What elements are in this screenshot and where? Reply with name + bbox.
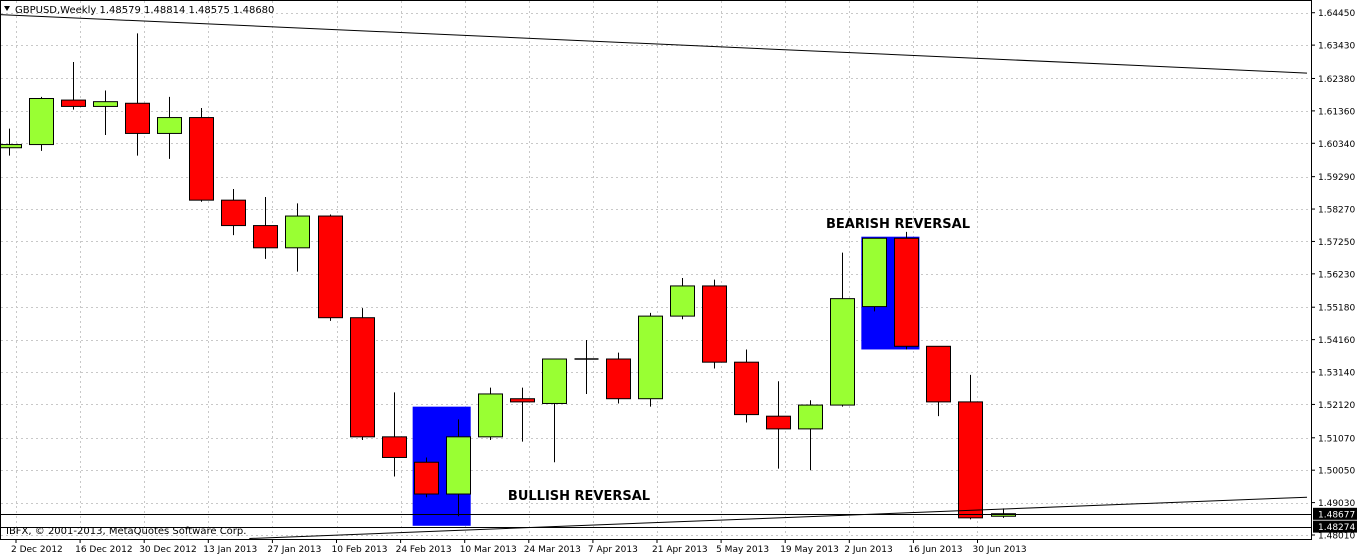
x-axis-tick-label: 2 Dec 2012 bbox=[11, 545, 63, 555]
y-axis-tick-label: 1.64450 bbox=[1318, 9, 1355, 19]
bearish-reversal-label: BEARISH REVERSAL bbox=[826, 217, 970, 232]
x-axis-tick-label: 13 Jan 2013 bbox=[203, 545, 257, 555]
y-axis-tick-label: 1.56230 bbox=[1318, 270, 1355, 280]
y-axis-tick-label: 1.50050 bbox=[1318, 467, 1355, 477]
bullish-candle bbox=[862, 237, 887, 308]
y-axis-tick-label: 1.61360 bbox=[1318, 107, 1355, 117]
bullish-candle bbox=[29, 97, 54, 146]
y-axis-tick-label: 1.52120 bbox=[1318, 401, 1355, 411]
x-axis-tick-label: 16 Jun 2013 bbox=[908, 545, 962, 555]
x-axis-tick-label: 7 Apr 2013 bbox=[588, 545, 638, 555]
x-axis-tick-label: 10 Feb 2013 bbox=[332, 545, 388, 555]
bearish-candle bbox=[350, 317, 375, 438]
y-axis-tick-label: 1.54160 bbox=[1318, 336, 1355, 346]
x-axis-tick-label: 30 Jun 2013 bbox=[973, 545, 1027, 555]
x-axis-tick-label: 21 Apr 2013 bbox=[652, 545, 708, 555]
candles bbox=[0, 33, 1016, 520]
bearish-candle bbox=[125, 102, 150, 134]
y-axis-tick-label: 1.57250 bbox=[1318, 238, 1355, 248]
trendlines[interactable] bbox=[0, 14, 1308, 539]
y-axis-tick-label: 1.48010 bbox=[1318, 532, 1355, 542]
bullish-reversal-label: BULLISH REVERSAL bbox=[508, 489, 650, 504]
bearish-candle bbox=[318, 215, 343, 319]
bearish-candle bbox=[894, 237, 919, 347]
y-axis-tick-label: 1.55180 bbox=[1318, 304, 1355, 314]
bearish-candle bbox=[189, 117, 214, 201]
bullish-candle bbox=[670, 285, 695, 317]
x-axis-tick-label: 27 Jan 2013 bbox=[267, 545, 321, 555]
x-axis-tick-label: 19 May 2013 bbox=[780, 545, 839, 555]
bullish-candle bbox=[285, 215, 310, 249]
x-axis-tick-label: 2 Jun 2013 bbox=[844, 545, 892, 555]
price-tag-label: 1.48677 bbox=[1318, 510, 1355, 520]
price-tag-label: 1.48274 bbox=[1318, 523, 1355, 533]
y-axis-tick-label: 1.63430 bbox=[1318, 42, 1355, 52]
bearish-candle bbox=[221, 199, 246, 227]
y-axis-tick-label: 1.51070 bbox=[1318, 434, 1355, 444]
trendline[interactable] bbox=[249, 496, 1308, 539]
y-axis-tick-label: 1.53140 bbox=[1318, 369, 1355, 379]
price-axis[interactable]: 1.64450 1.63430 1.62380 1.61360 1.60340 1.592… bbox=[1311, 9, 1357, 542]
y-axis-tick-label: 1.60340 bbox=[1318, 140, 1355, 150]
bullish-candle bbox=[798, 404, 823, 430]
time-axis[interactable]: 2 Dec 2012 16 Dec 2012 30 Dec 2012 13 Jan 2… bbox=[11, 539, 1027, 555]
bearish-candle bbox=[510, 398, 535, 403]
bearish-candle bbox=[734, 361, 759, 416]
bearish-candle bbox=[382, 436, 407, 458]
x-axis-tick-label: 10 Mar 2013 bbox=[460, 545, 517, 555]
bullish-candle bbox=[478, 393, 503, 438]
bearish-candle bbox=[61, 99, 86, 107]
bearish-candle bbox=[766, 415, 791, 430]
bearish-candle bbox=[958, 401, 983, 519]
triangle-down-icon[interactable] bbox=[4, 6, 10, 11]
copyright-text: IBFX, © 2001-2013, MetaQuotes Software C… bbox=[6, 526, 246, 537]
bearish-candle bbox=[253, 225, 278, 249]
price-tag bbox=[1313, 520, 1357, 533]
bearish-candle bbox=[926, 345, 951, 403]
y-axis-tick-label: 1.62380 bbox=[1318, 75, 1355, 85]
bullish-candle bbox=[0, 144, 22, 149]
bullish-candle bbox=[446, 436, 471, 495]
bullish-candle bbox=[638, 315, 663, 400]
price-tag bbox=[1313, 507, 1357, 520]
trendline[interactable] bbox=[0, 14, 1308, 74]
bullish-candle bbox=[93, 101, 118, 107]
x-axis-tick-label: 24 Mar 2013 bbox=[524, 545, 581, 555]
x-axis-tick-label: 16 Dec 2012 bbox=[75, 545, 133, 555]
plot-frame bbox=[0, 0, 1312, 540]
bullish-candle bbox=[542, 358, 567, 404]
bullish-candle bbox=[830, 298, 855, 406]
bearish-candle bbox=[702, 285, 727, 363]
symbol-info: GBPUSD,Weekly 1.48579 1.48814 1.48575 1.… bbox=[15, 5, 274, 16]
y-axis-tick-label: 1.58270 bbox=[1318, 206, 1355, 216]
x-axis-tick-label: 5 May 2013 bbox=[716, 545, 769, 555]
y-axis-tick-label: 1.49030 bbox=[1318, 499, 1355, 509]
x-axis-tick-label: 30 Dec 2012 bbox=[139, 545, 197, 555]
price-levels bbox=[1, 514, 1311, 528]
bullish-candle bbox=[157, 117, 182, 134]
bearish-candle bbox=[606, 358, 631, 400]
bearish-candle bbox=[414, 461, 439, 495]
x-axis-tick-label: 24 Feb 2013 bbox=[396, 545, 452, 555]
y-axis-tick-label: 1.59290 bbox=[1318, 173, 1355, 183]
